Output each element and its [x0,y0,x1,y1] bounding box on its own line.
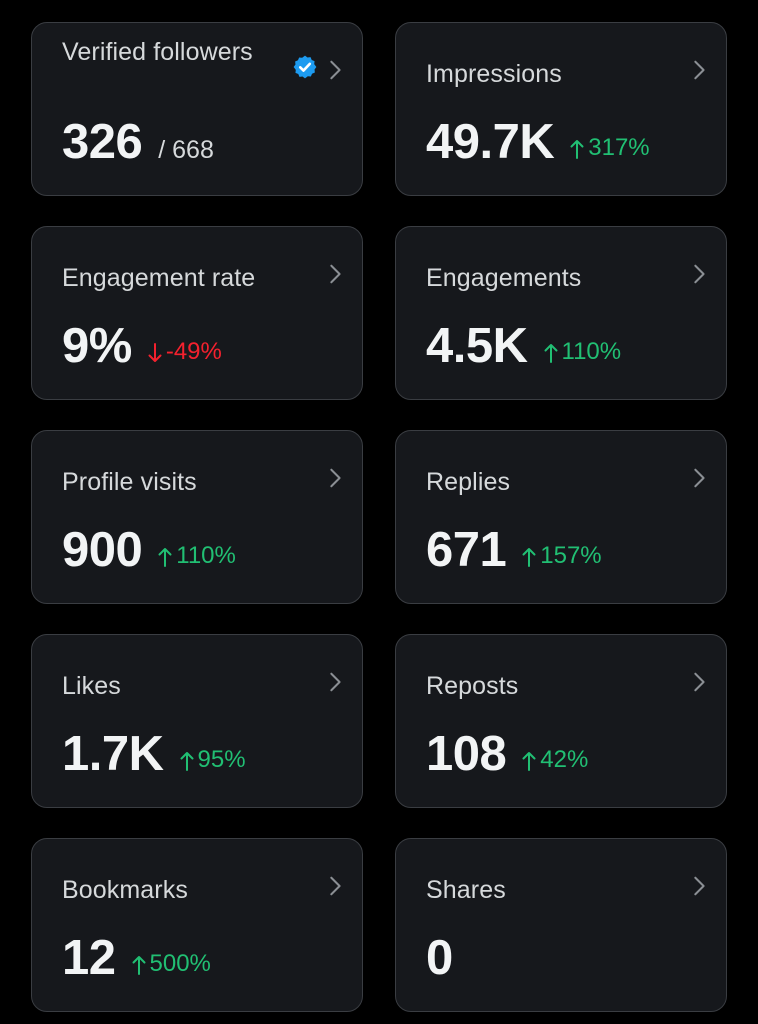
metric-label: Bookmarks [62,876,188,904]
metric-change-value: 110% [176,542,236,569]
metric-card-bookmarks[interactable]: Bookmarks 12 500% [31,838,363,1012]
metric-change-value: -49% [165,338,222,365]
metric-label: Shares [426,876,506,904]
chevron-right-icon [330,468,341,488]
metric-value-row: 12 500% [62,933,211,983]
metric-value: 9% [62,319,132,373]
metric-value: 49.7K [426,115,555,169]
metric-value-row: 4.5K 110% [426,321,621,371]
arrow-up-icon [180,752,194,771]
metric-card-reposts[interactable]: Reposts 108 42% [395,634,727,808]
chevron-right-icon [330,672,341,692]
metric-change: 42% [522,746,588,774]
metric-value-row: 900 110% [62,525,236,575]
chevron-right-icon [330,876,341,896]
metric-value-row: 326 / 668 [62,117,214,167]
arrow-up-icon [570,140,584,159]
metric-card-shares[interactable]: Shares 0 [395,838,727,1012]
metric-change-value: 110% [561,338,622,365]
metric-change: 95% [180,746,246,774]
metric-change: 110% [544,338,622,366]
metric-value: 900 [62,523,143,577]
metric-value-row: 0 [426,933,453,983]
metric-change-value: 317% [588,134,650,161]
metric-change-value: 157% [540,542,602,569]
metric-value: 671 [426,523,507,577]
metric-change: 157% [522,542,602,570]
metric-label: Likes [62,672,121,700]
metric-change: 317% [570,134,650,162]
chevron-right-icon [694,672,705,692]
metric-change: 500% [132,950,211,978]
metric-change: -49% [148,338,222,366]
metric-total: / 668 [158,136,214,164]
metric-value-row: 1.7K 95% [62,729,246,779]
arrow-down-icon [148,343,162,362]
metric-label: Reposts [426,672,519,700]
chevron-right-icon [694,60,705,80]
chevron-right-icon [694,876,705,896]
metric-value: 0 [426,931,453,985]
metric-value: 4.5K [426,319,528,373]
metric-value: 12 [62,931,116,985]
metric-value-row: 9% -49% [62,321,222,371]
analytics-metrics-grid: Verified followers 326 / 668 Impressions… [31,22,727,1012]
metric-value-row: 49.7K 317% [426,117,650,167]
metric-card-replies[interactable]: Replies 671 157% [395,430,727,604]
chevron-right-icon [330,264,341,284]
metric-label: Profile visits [62,468,197,496]
metric-label: Verified followers [62,38,253,66]
arrow-up-icon [522,752,536,771]
metric-label: Impressions [426,60,562,88]
metric-label: Engagement rate [62,264,256,292]
metric-card-engagement-rate[interactable]: Engagement rate 9% -49% [31,226,363,400]
metric-card-likes[interactable]: Likes 1.7K 95% [31,634,363,808]
metric-label: Engagements [426,264,582,292]
metric-value: 326 [62,115,143,169]
metric-change-value: 42% [540,746,589,773]
arrow-up-icon [132,956,146,975]
metric-value: 108 [426,727,507,781]
metric-value: 1.7K [62,727,164,781]
metric-change-value: 500% [149,950,211,977]
metric-change-value: 95% [197,746,246,773]
metric-card-engagements[interactable]: Engagements 4.5K 110% [395,226,727,400]
metric-card-verified-followers[interactable]: Verified followers 326 / 668 [31,22,363,196]
chevron-right-icon [330,60,341,80]
chevron-right-icon [694,468,705,488]
chevron-right-icon [694,264,705,284]
metric-card-impressions[interactable]: Impressions 49.7K 317% [395,22,727,196]
metric-change: 110% [158,542,236,570]
verified-badge-icon [293,55,317,79]
arrow-up-icon [544,344,558,363]
arrow-up-icon [522,548,536,567]
arrow-up-icon [158,548,172,567]
metric-label: Replies [426,468,511,496]
metric-value-row: 671 157% [426,525,602,575]
metric-card-profile-visits[interactable]: Profile visits 900 110% [31,430,363,604]
metric-value-row: 108 42% [426,729,588,779]
